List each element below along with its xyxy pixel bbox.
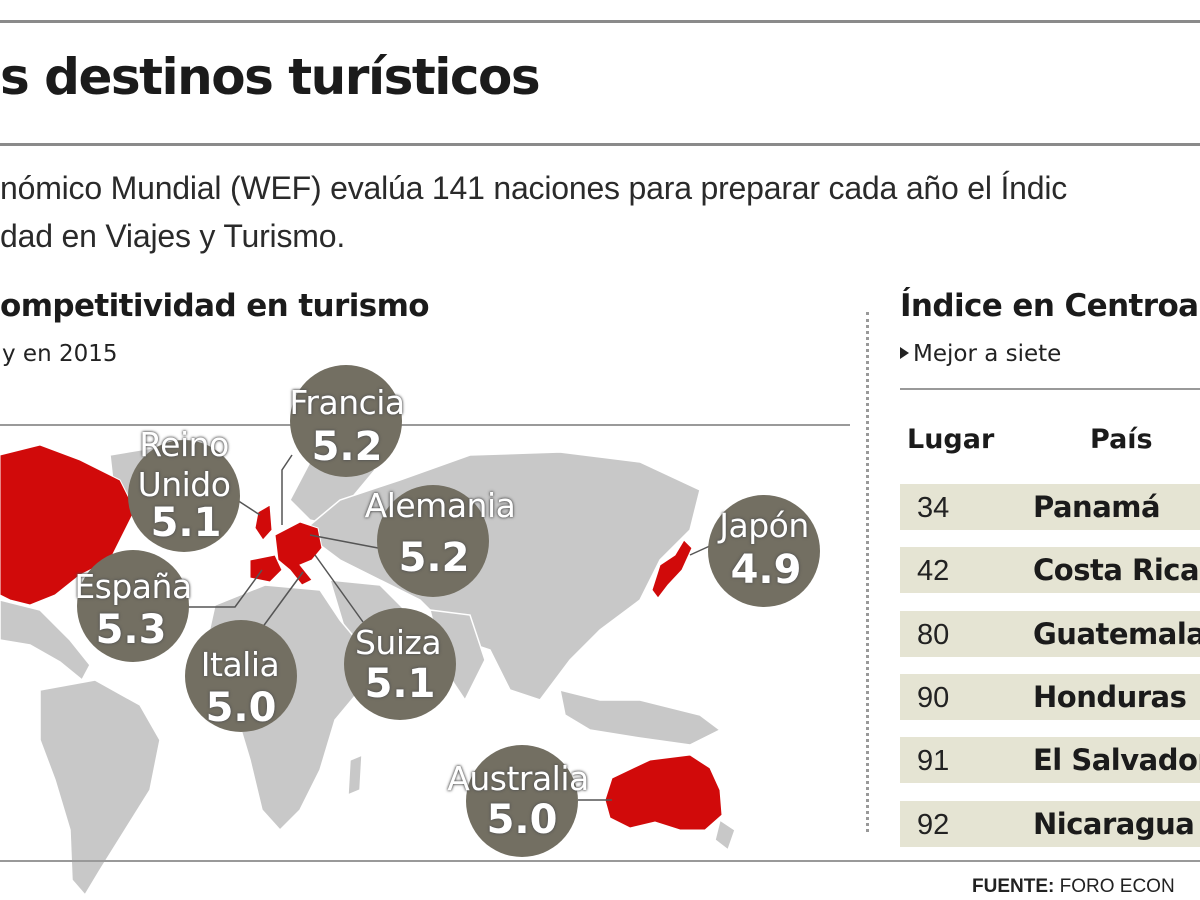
bubble-suiza [344, 608, 456, 720]
cell-rank: 42 [917, 555, 950, 587]
section-divider [866, 312, 869, 832]
arrow-right-icon [900, 347, 909, 359]
marker-name-francia: Francia [289, 383, 405, 422]
bubble-italia [185, 620, 297, 732]
table-row: 92 Nicaragua [900, 801, 1200, 847]
table-rule [900, 388, 1200, 390]
map-heading: ompetitividad en turismo [0, 288, 430, 324]
country-united-kingdom [254, 504, 273, 541]
column-header-lugar: Lugar [907, 424, 995, 455]
table-note: Mejor a siete [900, 341, 1061, 367]
cell-country: El Salvador [1033, 743, 1200, 777]
marker-name-australia: Australia [447, 759, 589, 798]
marker-value-australia: 5.0 [486, 797, 558, 843]
title-rule [0, 143, 1200, 146]
table-row: 42 Costa Rica [900, 547, 1200, 593]
marker-name-japon: Japón [719, 506, 809, 545]
marker-value-japon: 4.9 [730, 547, 802, 593]
bottom-rule [0, 860, 1200, 862]
leader-reino-unido [236, 499, 261, 516]
land-central-america [0, 599, 91, 682]
source-text: FORO ECON [1059, 876, 1175, 897]
cell-country: Panamá [1033, 490, 1161, 524]
country-australia [604, 754, 723, 831]
cell-country: Guatemala [1033, 617, 1200, 651]
table-heading: Índice en Centroar [900, 288, 1200, 324]
cell-rank: 34 [917, 492, 950, 524]
marker-value-reino-unido: 5.1 [150, 500, 222, 546]
marker-name-italia: Italia [200, 645, 280, 684]
cell-rank: 91 [917, 745, 950, 777]
country-western-europe [274, 521, 323, 586]
marker-value-alemania: 5.2 [398, 535, 470, 581]
cell-country: Honduras [1033, 680, 1187, 714]
source-label: FUENTE: [972, 876, 1055, 897]
column-header-pais: País [1090, 424, 1153, 455]
bubble-reino-unido [128, 440, 240, 552]
leader-espana [185, 569, 263, 608]
bubble-francia [290, 365, 402, 477]
leader-alemania [309, 534, 379, 549]
land-indonesia [559, 688, 722, 746]
source-credit: FUENTE: FORO ECON [972, 876, 1175, 898]
table-row: 34 Panamá [900, 484, 1200, 530]
leader-lines [185, 454, 713, 801]
map-subheading: y en 2015 [2, 341, 118, 367]
cell-rank: 80 [917, 619, 950, 651]
table-row: 80 Guatemala [900, 611, 1200, 657]
marker-name-espana: España [74, 567, 192, 606]
land-south-america [39, 679, 161, 897]
bubble-japon [708, 495, 820, 607]
marker-value-suiza: 5.1 [364, 661, 436, 707]
page-title: s destinos turísticos [0, 48, 541, 106]
land-new-zealand [714, 818, 736, 852]
cell-country: Costa Rica [1033, 553, 1200, 587]
marker-value-italia: 5.0 [205, 685, 277, 731]
cell-rank: 92 [917, 809, 950, 841]
marker-value-francia: 5.2 [311, 424, 383, 470]
leader-italia [261, 571, 304, 629]
table-note-text: Mejor a siete [913, 341, 1062, 367]
land-madagascar [347, 753, 363, 797]
bubble-alemania [377, 485, 489, 597]
bubble-espana [77, 550, 189, 662]
top-rule [0, 20, 1200, 23]
marker-name-reino: Reino [139, 425, 229, 464]
leader-suiza [314, 554, 364, 623]
country-japan [651, 539, 693, 599]
intro-line-2: dad en Viajes y Turismo. [0, 218, 346, 254]
cell-country: Nicaragua [1033, 807, 1195, 841]
intro-line-1: nómico Mundial (WEF) evalúa 141 naciones… [0, 170, 1068, 206]
leader-francia [281, 454, 293, 525]
table-row: 90 Honduras [900, 674, 1200, 720]
bubble-australia [466, 745, 578, 857]
cell-rank: 90 [917, 682, 950, 714]
table-row: 91 El Salvador [900, 737, 1200, 783]
marker-name-suiza: Suiza [354, 623, 442, 662]
marker-name-unido: Unido [137, 465, 231, 504]
marker-value-espana: 5.3 [95, 607, 167, 653]
marker-name-alemania: Alemania [364, 486, 516, 525]
country-spain [249, 554, 283, 583]
